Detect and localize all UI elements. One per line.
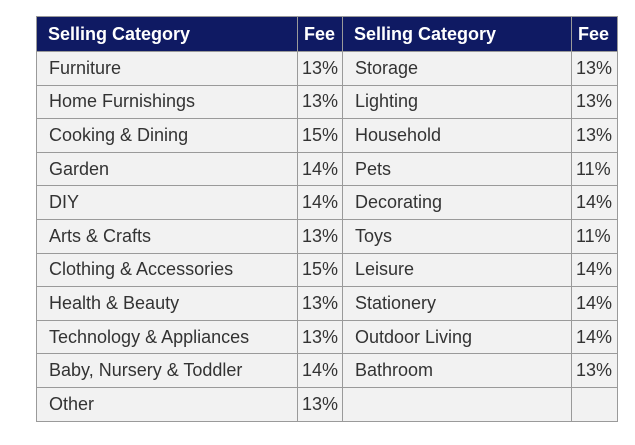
fee-cell: 11%: [571, 151, 618, 187]
table-row: Clothing & Accessories 15% Leisure 14%: [36, 252, 618, 288]
category-cell: Lighting: [342, 84, 572, 120]
fee-cell: 13%: [297, 386, 343, 422]
header-fee-2: Fee: [571, 16, 618, 52]
category-cell: Leisure: [342, 252, 572, 288]
table-row: Furniture 13% Storage 13%: [36, 51, 618, 86]
fee-cell: 13%: [297, 286, 343, 321]
fee-cell: 13%: [571, 51, 618, 86]
header-selling-category-2: Selling Category: [342, 16, 572, 52]
empty-cell: [571, 386, 618, 422]
fee-cell: 15%: [297, 252, 343, 288]
category-cell: Household: [342, 118, 572, 153]
header-selling-category-1: Selling Category: [36, 16, 298, 52]
category-cell: Stationery: [342, 286, 572, 321]
category-cell: Other: [36, 386, 298, 422]
table-row: Baby, Nursery & Toddler 14% Bathroom 13%: [36, 353, 618, 388]
fee-cell: 14%: [297, 151, 343, 187]
category-cell: Storage: [342, 51, 572, 86]
fee-cell: 13%: [571, 84, 618, 120]
category-cell: Baby, Nursery & Toddler: [36, 353, 298, 388]
category-cell: Arts & Crafts: [36, 218, 298, 254]
table-row: Arts & Crafts 13% Toys 11%: [36, 218, 618, 254]
category-cell: Garden: [36, 151, 298, 187]
fee-cell: 14%: [571, 252, 618, 288]
fee-cell: 13%: [297, 218, 343, 254]
category-cell: Decorating: [342, 185, 572, 220]
fee-cell: 13%: [297, 319, 343, 355]
table-row: Technology & Appliances 13% Outdoor Livi…: [36, 319, 618, 355]
table-row: Cooking & Dining 15% Household 13%: [36, 118, 618, 153]
fee-cell: 13%: [571, 353, 618, 388]
category-cell: Furniture: [36, 51, 298, 86]
fee-cell: 13%: [297, 51, 343, 86]
fee-cell: 14%: [571, 319, 618, 355]
fee-cell: 13%: [571, 118, 618, 153]
fee-cell: 14%: [297, 185, 343, 220]
category-cell: DIY: [36, 185, 298, 220]
selling-fee-table: Selling Category Fee Selling Category Fe…: [36, 16, 618, 422]
table-row: Health & Beauty 13% Stationery 14%: [36, 286, 618, 321]
fee-cell: 14%: [571, 286, 618, 321]
category-cell: Toys: [342, 218, 572, 254]
fee-cell: 11%: [571, 218, 618, 254]
table-row: Other 13%: [36, 386, 618, 422]
category-cell: Cooking & Dining: [36, 118, 298, 153]
fee-cell: 14%: [571, 185, 618, 220]
category-cell: Clothing & Accessories: [36, 252, 298, 288]
category-cell: Home Furnishings: [36, 84, 298, 120]
table-row: Garden 14% Pets 11%: [36, 151, 618, 187]
category-cell: Technology & Appliances: [36, 319, 298, 355]
category-cell: Health & Beauty: [36, 286, 298, 321]
category-cell: Pets: [342, 151, 572, 187]
table-row: DIY 14% Decorating 14%: [36, 185, 618, 220]
header-fee-1: Fee: [297, 16, 343, 52]
fee-cell: 13%: [297, 84, 343, 120]
table-header-row: Selling Category Fee Selling Category Fe…: [36, 16, 618, 52]
empty-cell: [342, 386, 572, 422]
category-cell: Outdoor Living: [342, 319, 572, 355]
fee-cell: 15%: [297, 118, 343, 153]
fee-cell: 14%: [297, 353, 343, 388]
category-cell: Bathroom: [342, 353, 572, 388]
table-row: Home Furnishings 13% Lighting 13%: [36, 84, 618, 120]
fee-table-container: Selling Category Fee Selling Category Fe…: [36, 16, 618, 422]
